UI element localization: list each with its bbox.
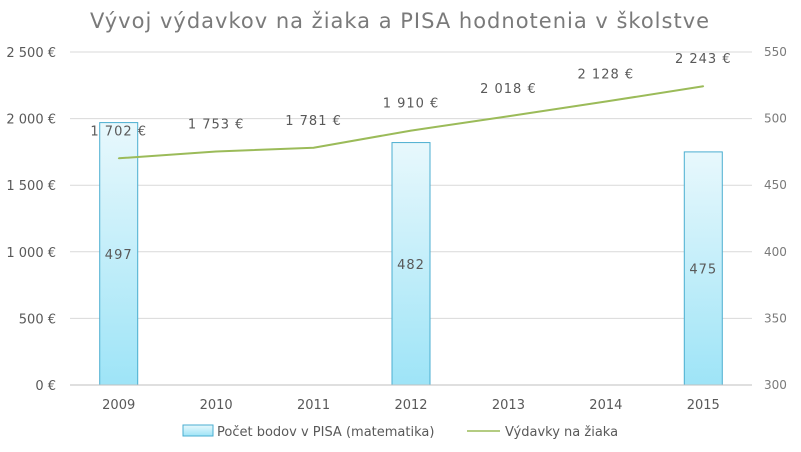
left-tick-label: 2 000 € (6, 113, 56, 128)
legend-swatch-pisa (182, 424, 214, 437)
line-data-label: 1 910 € (383, 97, 440, 112)
x-axis: 2009 2010 2011 2012 2013 2014 2015 (70, 384, 752, 413)
right-tick-label: 400 (764, 245, 787, 259)
line-series: 1 702 € 1 753 € 1 781 € 1 910 € 2 018 € 2 128… (90, 52, 732, 160)
right-axis: 300 350 400 450 500 550 (764, 45, 787, 392)
right-tick-label: 450 (764, 178, 787, 192)
x-tick-label: 2014 (589, 398, 622, 413)
right-tick-label: 350 (764, 311, 787, 325)
bar-data-label: 482 (397, 258, 425, 273)
left-tick-label: 2 500 € (6, 46, 56, 61)
bar (391, 142, 431, 386)
line-data-label: 1 753 € (188, 118, 245, 133)
line-point (312, 146, 315, 149)
left-tick-label: 500 € (19, 312, 56, 327)
bar-series: 497 482 475 (99, 122, 723, 386)
chart-title: Vývoj výdavkov na žiaka a PISA hodnoteni… (90, 9, 710, 33)
legend-label-expenses: Výdavky na žiaka (505, 425, 618, 440)
line-data-label: 1 781 € (285, 114, 342, 129)
line-point (605, 100, 607, 103)
line-point (410, 129, 412, 132)
x-tick-label: 2010 (200, 398, 233, 413)
legend-label-pisa: Počet bodov v PISA (matematika) (217, 425, 434, 440)
bar-data-label: 475 (689, 262, 717, 277)
right-tick-label: 500 (764, 112, 787, 126)
line-point (702, 85, 705, 88)
left-axis: 0 € 500 € 1 000 € 1 500 € 2 000 € 2 500 € (6, 46, 56, 394)
line-data-label: 2 018 € (480, 82, 537, 97)
right-tick-label: 300 (764, 378, 787, 392)
left-tick-label: 1 000 € (6, 246, 56, 261)
line-data-label: 1 702 € (90, 124, 147, 139)
line-point (507, 115, 510, 118)
x-tick-label: 2009 (102, 398, 135, 413)
legend: Počet bodov v PISA (matematika) Výdavky … (182, 424, 618, 440)
line-point (117, 157, 120, 160)
right-tick-label: 550 (764, 45, 787, 59)
line-data-label: 2 243 € (675, 52, 732, 67)
left-tick-label: 0 € (35, 379, 56, 394)
x-tick-label: 2012 (394, 398, 427, 413)
line-point (215, 150, 217, 153)
left-tick-label: 1 500 € (6, 179, 56, 194)
bar (683, 151, 723, 386)
x-tick-label: 2011 (297, 398, 330, 413)
line-data-label: 2 128 € (578, 68, 635, 83)
bar-data-label: 497 (105, 248, 133, 263)
x-tick-label: 2013 (492, 398, 525, 413)
x-tick-label: 2015 (687, 398, 720, 413)
